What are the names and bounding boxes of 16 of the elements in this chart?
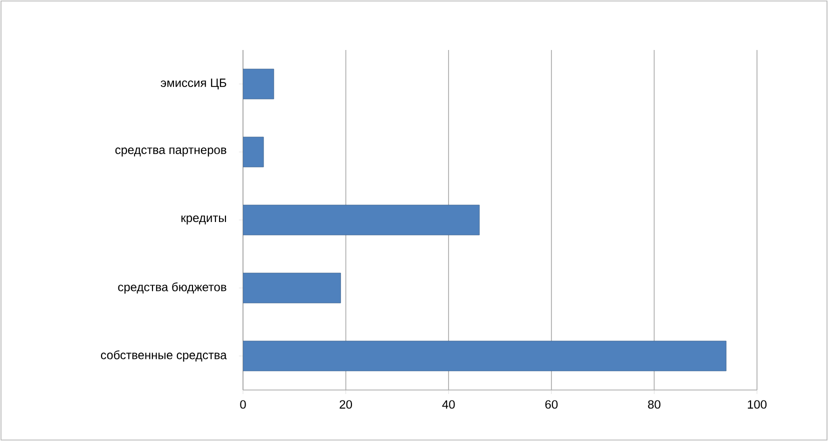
x-tick-label: 0 xyxy=(240,400,246,409)
bar xyxy=(243,272,341,304)
x-tick-label: 60 xyxy=(545,400,558,409)
bar xyxy=(243,204,480,236)
x-tick-label: 20 xyxy=(340,400,352,409)
bar xyxy=(243,340,726,372)
bar xyxy=(243,136,264,168)
y-tick-label: кредиты xyxy=(181,216,226,224)
y-tick-label: эмиссия ЦБ xyxy=(160,78,226,90)
x-tick-label: 80 xyxy=(648,400,660,409)
x-tick-label: 40 xyxy=(442,400,455,409)
y-tick-label: средства партнеров xyxy=(115,148,226,156)
x-tick-label: 100 xyxy=(748,400,767,409)
y-tick-label: собственные средства xyxy=(100,350,227,362)
bar xyxy=(243,68,274,100)
y-tick-label: средства бюджетов xyxy=(118,282,226,294)
